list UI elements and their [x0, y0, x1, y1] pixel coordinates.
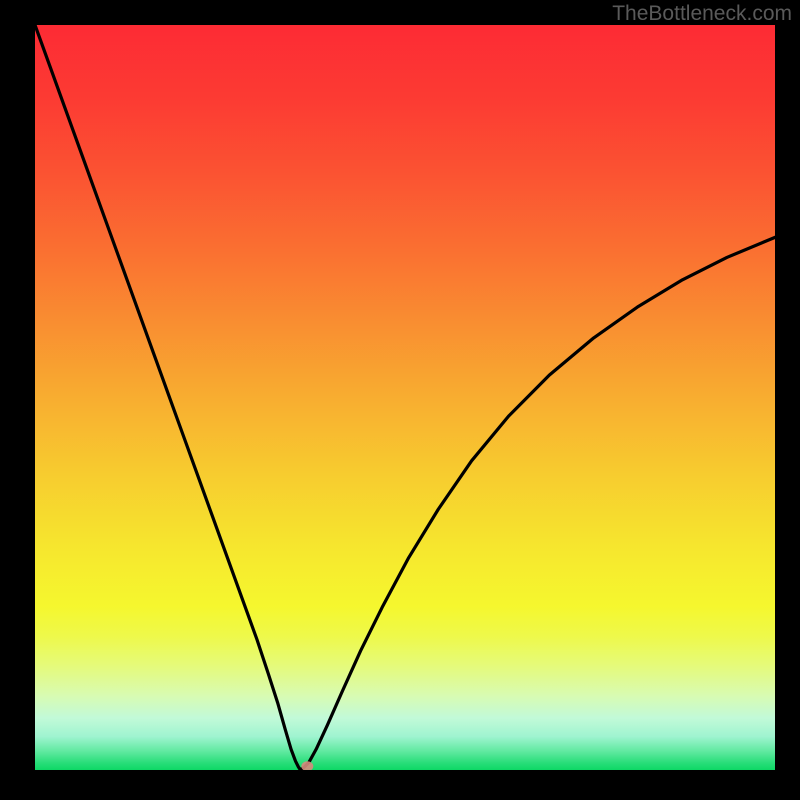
watermark-text: TheBottleneck.com: [612, 2, 792, 26]
gradient-background: [35, 25, 775, 770]
bottleneck-chart: [35, 25, 775, 770]
chart-plot-area: [35, 25, 775, 770]
